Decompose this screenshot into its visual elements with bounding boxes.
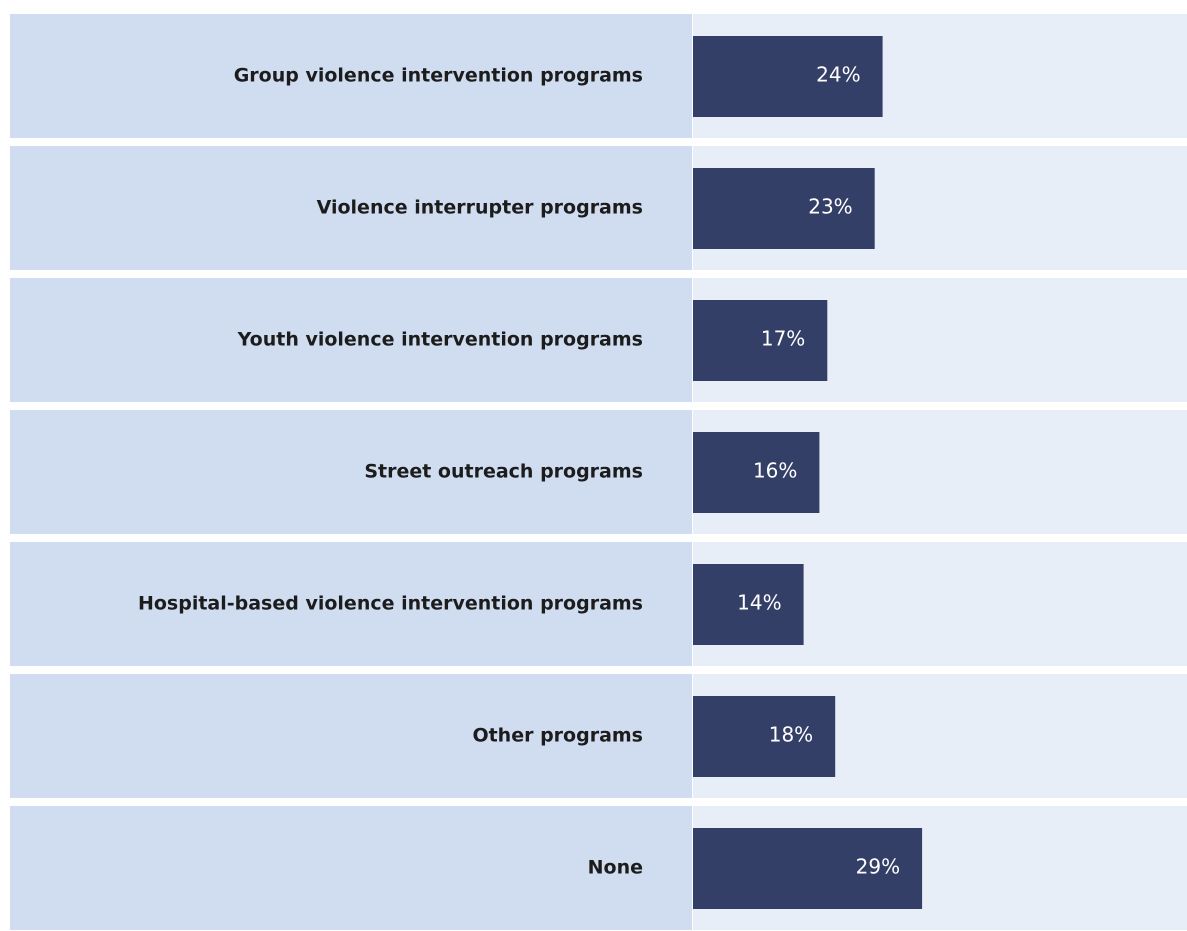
bar — [693, 300, 828, 381]
label-panel — [10, 410, 692, 534]
label-panel — [10, 806, 692, 930]
bar — [693, 696, 836, 777]
value-label: 17% — [761, 327, 805, 351]
value-label: 29% — [856, 855, 900, 879]
value-label: 14% — [737, 591, 781, 615]
label-panel — [10, 146, 692, 270]
bar — [693, 432, 820, 513]
category-label: Hospital-based violence intervention pro… — [138, 593, 643, 615]
category-label: Youth violence intervention programs — [237, 329, 643, 351]
value-label: 16% — [753, 459, 797, 483]
value-label: 23% — [808, 195, 852, 219]
bar — [693, 36, 883, 117]
bar — [693, 564, 804, 645]
category-label: Group violence intervention programs — [234, 65, 643, 87]
label-panel — [10, 542, 692, 666]
value-label: 18% — [769, 723, 813, 747]
category-label: Violence interrupter programs — [317, 197, 643, 219]
bar — [693, 828, 923, 909]
bar — [693, 168, 875, 249]
category-label: None — [588, 857, 643, 879]
label-panel — [10, 14, 692, 138]
label-panel — [10, 278, 692, 402]
label-panel — [10, 674, 692, 798]
category-label: Street outreach programs — [364, 461, 643, 483]
category-label: Other programs — [472, 725, 643, 747]
value-label: 24% — [816, 63, 860, 87]
